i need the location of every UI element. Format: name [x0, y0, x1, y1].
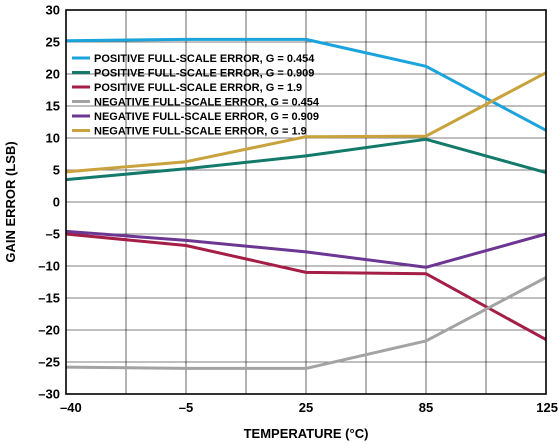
- x-tick-label: 85: [419, 400, 433, 415]
- series-line-6: [65, 71, 547, 174]
- x-tick-label: 25: [299, 400, 313, 415]
- y-tick-label: 0: [53, 195, 60, 210]
- legend-label: POSITIVE FULL-SCALE ERROR, G = 1.9: [94, 82, 302, 94]
- legend-label: NEGATIVE FULL-SCALE ERROR, G = 0.454: [94, 97, 320, 109]
- y-tick-label: 20: [46, 67, 60, 82]
- series-layer: [65, 37, 547, 370]
- y-tick-labels: 30 25 20 15 10 5 0 –5 –10 –15 –20 –25 –30: [38, 3, 60, 402]
- x-tick-label: –40: [60, 400, 82, 415]
- grid: [66, 10, 546, 394]
- y-tick-label: 5: [53, 163, 60, 178]
- x-tick-label: 125: [536, 400, 558, 415]
- y-tick-label: –10: [38, 259, 60, 274]
- legend-label: NEGATIVE FULL-SCALE ERROR, G = 1.9: [94, 126, 307, 138]
- x-tick-labels: –40 –5 25 85 125: [60, 400, 558, 415]
- y-tick-label: 25: [46, 35, 60, 50]
- legend: POSITIVE FULL-SCALE ERROR, G = 0.454 POSI…: [72, 53, 320, 138]
- y-tick-label: 10: [46, 131, 60, 146]
- legend-label: POSITIVE FULL-SCALE ERROR, G = 0.909: [94, 68, 314, 80]
- y-tick-label: –5: [46, 227, 60, 242]
- series-line-5: [65, 229, 547, 269]
- legend-label: POSITIVE FULL-SCALE ERROR, G = 0.454: [94, 53, 315, 65]
- y-tick-label: –20: [38, 323, 60, 338]
- series-line-3: [65, 232, 547, 341]
- y-axis-title: GAIN ERROR (LSB): [3, 141, 18, 262]
- x-axis-title: TEMPERATURE (°C): [244, 426, 369, 441]
- plot-frame: [65, 9, 547, 395]
- y-tick-label: –15: [38, 291, 60, 306]
- series-line-1: [65, 37, 547, 132]
- series-line-4: [65, 276, 547, 370]
- y-tick-label: –25: [38, 355, 60, 370]
- x-tick-label: –5: [179, 400, 193, 415]
- y-tick-label: 30: [46, 3, 60, 18]
- y-tick-label: –30: [38, 387, 60, 402]
- legend-label: NEGATIVE FULL-SCALE ERROR, G = 0.909: [94, 111, 319, 123]
- y-tick-label: 15: [46, 99, 60, 114]
- series-line-2: [65, 137, 547, 182]
